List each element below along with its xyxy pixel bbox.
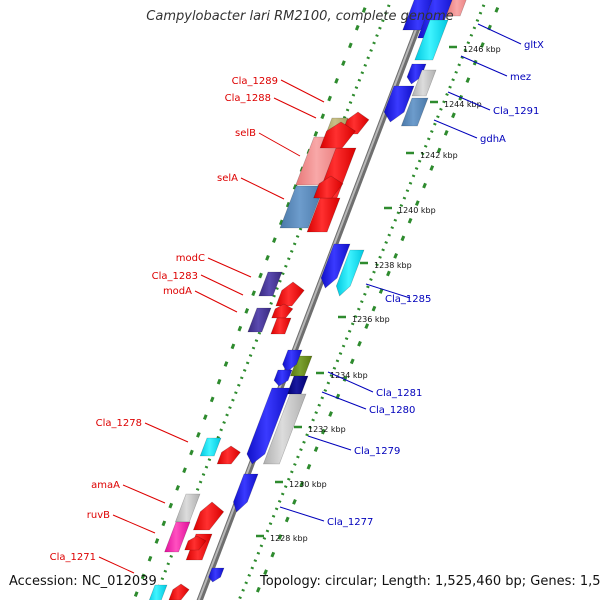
gene-label-leader: [144, 422, 189, 443]
gene-label-mez: mez: [510, 72, 531, 83]
accession-text: Accession: NC_012039: [9, 574, 157, 589]
scale-tick-label: 1230 kbp: [289, 480, 327, 489]
gene-label-cla_1283: Cla_1283: [152, 271, 198, 282]
gene-label-leader: [112, 514, 156, 534]
gene-label-cla_1278: Cla_1278: [96, 418, 142, 429]
gene-label-cla_1288: Cla_1288: [225, 93, 271, 104]
gene-amaa-arrow: [192, 501, 225, 531]
cog-block: [247, 307, 272, 333]
gene-cla-1278-arrow: [216, 445, 241, 465]
gene-cla-1271-arrow: [168, 583, 190, 600]
gene-ruvb-head: [184, 535, 207, 551]
gene-cla-1277-arrow: [233, 473, 259, 513]
gene-gdha-arrow: [383, 85, 415, 123]
gene-label-moda: modA: [163, 286, 192, 297]
gene-mez-arrow: [414, 19, 449, 61]
topology-text: Topology: circular; Length: 1,525,460 bp…: [260, 574, 600, 589]
gene-cla-1280-cog: [286, 375, 309, 395]
gene-label-cla_1277: Cla_1277: [327, 517, 373, 528]
gene-label-leader: [279, 506, 325, 522]
gene-cla-1291-cog: [411, 69, 437, 97]
feature-layer: [168, 0, 467, 600]
gene-label-leader: [447, 91, 491, 111]
gene-label-selb: selB: [235, 128, 256, 139]
cog-block: [402, 0, 433, 31]
gene-label-leader: [194, 290, 238, 313]
gene-gltx-cog: [445, 0, 467, 17]
scale-tick-label: 1228 kbp: [270, 534, 308, 543]
gene-label-leader: [122, 484, 166, 504]
gene-label-leader: [307, 435, 352, 451]
gene-label-cla_1279: Cla_1279: [354, 446, 400, 457]
gene-cla-1279-cog: [262, 393, 307, 465]
gene-cla-1291-arrow: [406, 63, 427, 85]
gene-label-leader: [460, 55, 508, 77]
gene-label-cla_1280: Cla_1280: [369, 405, 415, 416]
gene-label-leader: [258, 132, 301, 157]
gene-label-leader: [273, 97, 317, 119]
map-title: Campylobacter lari RM2100, complete geno…: [146, 9, 454, 24]
scale-tick-layer: 1246 kbp 1244 kbp 1242 kbp 1240 kbp 1238 kbp…: [256, 45, 501, 543]
gc-track-outer-right: [237, 0, 488, 600]
scale-tick-label: 1242 kbp: [420, 151, 458, 160]
skew-track-left: [132, 0, 370, 600]
gene-label-leader: [321, 391, 367, 410]
gene-gdha-cog: [400, 97, 429, 127]
gene-cla-1285-cog: [336, 249, 365, 297]
gene-label-leader: [477, 23, 522, 45]
gene-sela-head: [313, 175, 344, 199]
cog-block: [164, 521, 191, 553]
gene-label-layer: Cla_1289 Cla_1288 selB selA modC Cla_1283 modA…: [50, 23, 544, 574]
cog-block: [199, 437, 222, 457]
scale-tick-label: 1244 kbp: [444, 100, 482, 109]
gene-label-modc: modC: [176, 253, 205, 264]
cog-block: [258, 271, 283, 297]
gene-label-leader: [327, 371, 374, 393]
gene-moda-arrow: [270, 317, 292, 335]
gene-label-leader: [240, 177, 285, 200]
gene-small-reverse-arrow: [208, 567, 225, 583]
gene-label-cla_1291: Cla_1291: [493, 106, 539, 117]
scale-tick-label: 1246 kbp: [463, 45, 501, 54]
cog-block: [174, 493, 201, 523]
gene-label-leader: [98, 556, 135, 574]
gene-label-cla_1289: Cla_1289: [232, 76, 278, 87]
scale-tick-label: 1240 kbp: [398, 206, 436, 215]
gene-label-gltx: gltX: [524, 40, 544, 51]
gene-label-leader: [207, 257, 252, 278]
gene-cla-1285-arrow: [320, 243, 351, 289]
gc-track-layer: [132, 0, 503, 600]
gene-cla-1280-arrow: [273, 369, 293, 387]
gene-label-amaa: amaA: [91, 480, 120, 491]
cog-block: [279, 185, 325, 229]
gene-label-gdha: gdhA: [480, 134, 506, 145]
scale-tick-label: 1238 kbp: [374, 261, 412, 270]
gene-label-leader: [200, 274, 244, 296]
gene-label-leader: [433, 119, 478, 139]
scale-tick-label: 1232 kbp: [308, 425, 346, 434]
gene-label-cla_1285: Cla_1285: [385, 294, 431, 305]
cog-block: [148, 584, 168, 600]
gene-sela-arrow: [306, 197, 341, 233]
gene-cla-1279-arrow: [246, 387, 291, 465]
gene-label-sela: selA: [217, 173, 238, 184]
scale-tick-label: 1234 kbp: [330, 371, 368, 380]
gene-cla-1281-arrow: [282, 349, 303, 373]
gene-label-leader: [365, 283, 411, 299]
gene-label-cla_1281: Cla_1281: [376, 388, 422, 399]
gene-label-leader: [280, 79, 325, 103]
gene-label-cla_1271: Cla_1271: [50, 552, 96, 563]
gene-label-ruvb: ruvB: [87, 510, 110, 521]
scale-tick-label: 1236 kbp: [352, 315, 390, 324]
gene-modc-arrow: [275, 281, 305, 307]
gene-selb-head: [319, 121, 356, 149]
